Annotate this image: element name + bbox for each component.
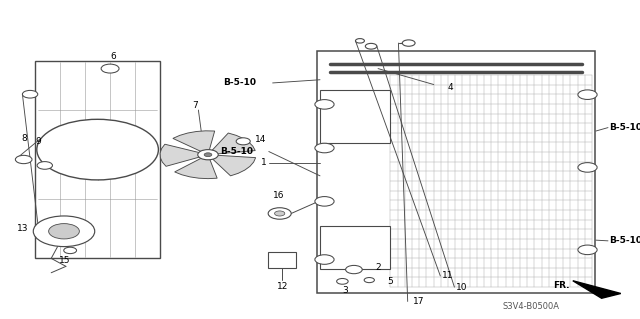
Bar [35, 61, 160, 258]
Circle shape [364, 278, 374, 283]
Text: 1: 1 [262, 158, 267, 167]
Text: 7: 7 [193, 101, 198, 110]
Text: B-5-10: B-5-10 [223, 78, 257, 87]
Circle shape [236, 138, 250, 145]
Text: 14: 14 [255, 135, 267, 144]
Text: 5: 5 [387, 277, 392, 286]
Circle shape [355, 39, 364, 43]
Polygon shape [173, 131, 214, 152]
Text: 9: 9 [36, 137, 41, 146]
Bar [320, 90, 390, 143]
Circle shape [15, 155, 32, 164]
Circle shape [346, 265, 362, 274]
Circle shape [36, 119, 158, 180]
Circle shape [37, 162, 52, 169]
Text: 3: 3 [343, 286, 348, 295]
Circle shape [64, 247, 77, 254]
Circle shape [365, 43, 377, 49]
Polygon shape [573, 281, 621, 298]
Circle shape [337, 278, 348, 284]
Text: 16: 16 [273, 191, 284, 200]
Text: B-5-10: B-5-10 [609, 123, 640, 132]
Circle shape [33, 216, 95, 247]
Circle shape [275, 211, 285, 216]
Circle shape [315, 197, 334, 206]
Text: 8: 8 [22, 134, 27, 143]
Text: 17: 17 [413, 297, 425, 306]
Text: 4: 4 [447, 83, 453, 92]
Circle shape [578, 163, 597, 172]
Circle shape [198, 150, 218, 160]
Text: B-5-10: B-5-10 [220, 147, 253, 156]
Bar [317, 51, 595, 293]
Text: 10: 10 [456, 283, 468, 292]
Polygon shape [212, 133, 255, 154]
Text: 2: 2 [376, 263, 381, 272]
Circle shape [315, 255, 334, 264]
Text: 13: 13 [17, 224, 28, 233]
Bar [268, 252, 296, 268]
Text: S3V4-B0500A: S3V4-B0500A [502, 302, 560, 311]
Text: 12: 12 [277, 282, 289, 291]
Text: 11: 11 [442, 271, 454, 280]
Circle shape [204, 153, 212, 157]
Circle shape [49, 224, 79, 239]
Circle shape [101, 64, 119, 73]
Polygon shape [212, 155, 255, 176]
Circle shape [315, 100, 334, 109]
Bar [320, 226, 390, 269]
Circle shape [268, 208, 291, 219]
Text: 6: 6 [111, 52, 116, 61]
Polygon shape [175, 158, 217, 179]
Text: B-5-10: B-5-10 [609, 236, 640, 245]
Text: 15: 15 [60, 256, 71, 265]
Circle shape [403, 40, 415, 46]
Circle shape [22, 90, 38, 98]
Circle shape [578, 90, 597, 100]
Circle shape [578, 245, 597, 255]
Circle shape [315, 143, 334, 153]
Text: FR.: FR. [553, 281, 570, 290]
Polygon shape [160, 144, 200, 166]
